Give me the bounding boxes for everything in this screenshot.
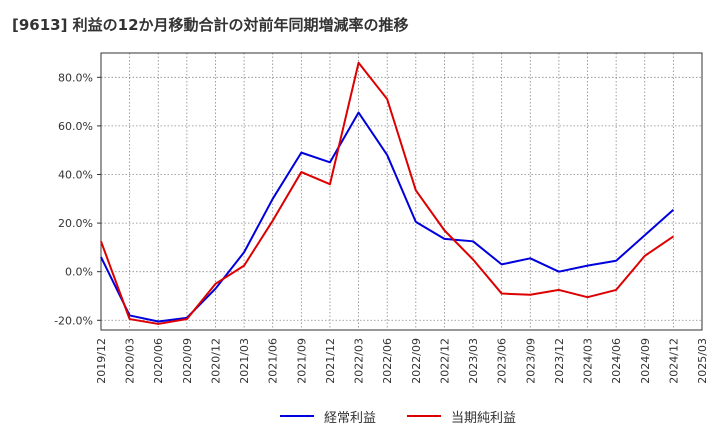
x-tick-label: 2024/09	[639, 338, 652, 384]
legend-label: 当期純利益	[451, 410, 517, 426]
x-tick-label: 2020/06	[152, 338, 165, 384]
x-tick-label: 2023/06	[496, 338, 509, 384]
x-tick-label: 2025/03	[696, 338, 709, 384]
y-tick-label: 0.0%	[65, 266, 93, 279]
x-tick-label: 2019/12	[95, 338, 108, 384]
x-tick-label: 2020/12	[209, 338, 222, 384]
x-tick-label: 2023/12	[553, 338, 566, 384]
chart-title: [9613] 利益の12か月移動合計の対前年同期増減率の推移	[12, 16, 409, 34]
x-tick-label: 2024/12	[667, 338, 680, 384]
y-tick-label: 20.0%	[58, 217, 93, 230]
plot-area	[101, 53, 702, 330]
x-tick-label: 2024/03	[582, 338, 595, 384]
x-tick-label: 2020/09	[181, 338, 194, 384]
line-chart: 2019/12 2020/03 2020/06 2020/09 2020/12 2021/…	[54, 52, 709, 384]
y-tick-label: 40.0%	[58, 168, 93, 181]
series-line-net-income	[100, 61, 674, 325]
legend-label: 経常利益	[324, 410, 377, 426]
legend-item: 経常利益	[280, 404, 376, 428]
x-tick-label: 2022/12	[438, 338, 451, 384]
x-tick-label: 2022/06	[381, 338, 394, 384]
x-tick-label: 2022/03	[353, 338, 366, 384]
legend-item: 当期純利益	[407, 404, 516, 428]
x-tick-label: 2021/06	[267, 338, 280, 384]
y-tick-label: -20.0%	[54, 314, 93, 327]
x-tick-label: 2021/12	[324, 338, 337, 384]
legend-swatch	[407, 415, 441, 417]
x-tick-label: 2021/09	[295, 338, 308, 384]
plot-frame	[100, 52, 703, 331]
x-tick-label: 2020/03	[124, 338, 137, 384]
x-tick-label: 2023/03	[467, 338, 480, 384]
chart-legend: 経常利益 当期純利益	[0, 404, 720, 428]
x-tick-label: 2022/09	[410, 338, 423, 384]
x-tick-label: 2021/03	[238, 338, 251, 384]
x-tick-label: 2023/09	[524, 338, 537, 384]
y-tick-label: 80.0%	[58, 71, 93, 84]
x-tick-label: 2024/06	[610, 338, 623, 384]
legend-swatch	[280, 415, 314, 417]
y-tick-label: 60.0%	[58, 120, 93, 133]
